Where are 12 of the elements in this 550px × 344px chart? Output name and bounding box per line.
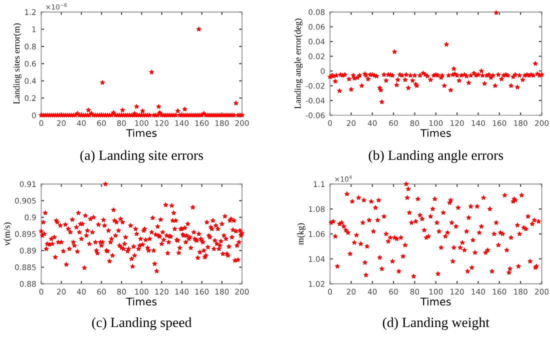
y-axis-title: Landing sites error(m) <box>13 23 22 104</box>
text: (c) Landing speed <box>92 317 192 330</box>
x-axis-title: Times <box>420 297 451 306</box>
x-axis-title: Times <box>126 128 157 137</box>
text: (b) Landing angle errors <box>368 150 504 163</box>
text: (a) Landing site errors <box>80 150 204 163</box>
y-axis-title: m(kg) <box>297 223 306 245</box>
y-axis-title: v(m/s) <box>4 222 12 246</box>
text: (d) Landing weight <box>382 317 490 330</box>
y-axis-title: Landing angle error(deg) <box>294 18 303 109</box>
x-axis-title: Times <box>126 297 157 306</box>
x-axis-title: Times <box>420 128 451 137</box>
